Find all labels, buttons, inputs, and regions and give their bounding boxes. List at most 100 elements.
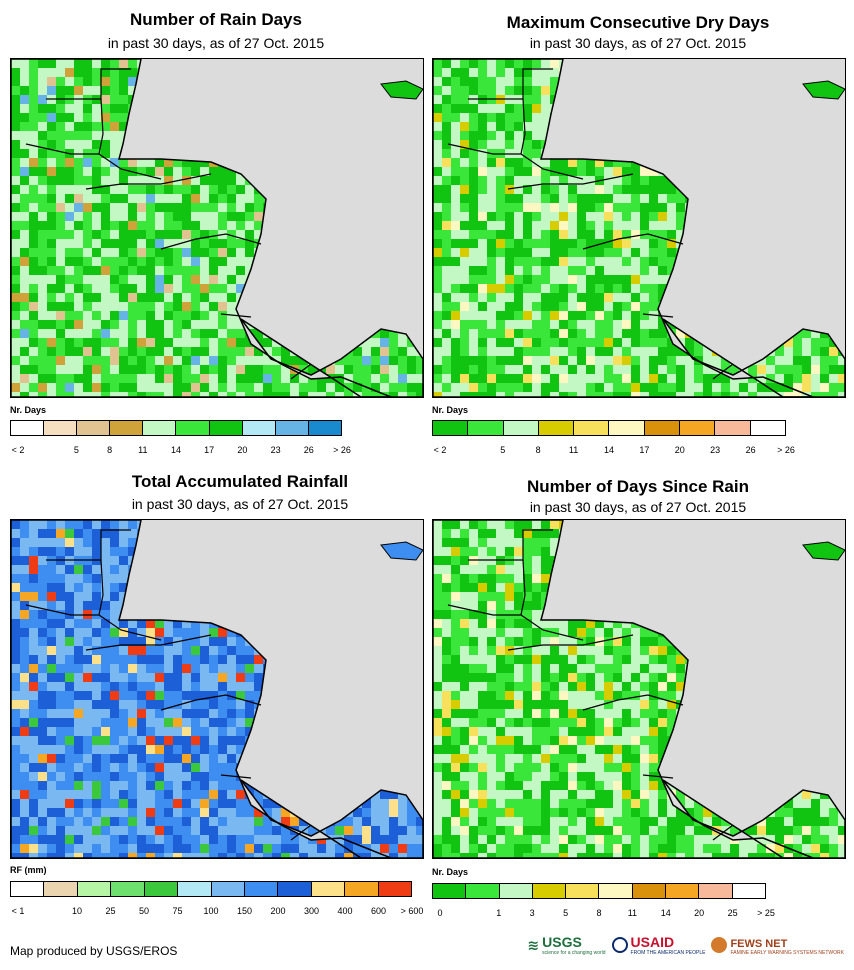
- grid-cell: [362, 745, 371, 754]
- grid-cell: [281, 628, 290, 637]
- grid-cell: [245, 718, 254, 727]
- grid-cell: [389, 673, 398, 682]
- grid-cell: [838, 275, 845, 284]
- grid-cell: [532, 122, 541, 131]
- grid-cell: [389, 104, 398, 113]
- grid-cell: [146, 781, 155, 790]
- grid-cell: [541, 338, 550, 347]
- grid-cell: [344, 619, 353, 628]
- grid-cell: [272, 601, 281, 610]
- grid-cell: [398, 275, 407, 284]
- grid-cell: [676, 122, 685, 131]
- grid-cell: [416, 383, 423, 392]
- grid-cell: [209, 538, 218, 547]
- grid-cell: [739, 338, 748, 347]
- grid-cell: [290, 158, 299, 167]
- grid-cell: [191, 77, 200, 86]
- grid-cell: [236, 547, 245, 556]
- grid-cell: [128, 149, 137, 158]
- grid-cell: [568, 95, 577, 104]
- grid-cell: [164, 122, 173, 131]
- grid-cell: [173, 673, 182, 682]
- grid-cell: [730, 347, 739, 356]
- grid-cell: [676, 302, 685, 311]
- grid-cell: [101, 140, 110, 149]
- grid-cell: [820, 131, 829, 140]
- grid-cell: [326, 700, 335, 709]
- grid-cell: [254, 365, 263, 374]
- grid-cell: [380, 619, 389, 628]
- grid-cell: [460, 266, 469, 275]
- grid-cell: [74, 772, 83, 781]
- grid-cell: [245, 365, 254, 374]
- grid-cell: [245, 185, 254, 194]
- grid-cell: [451, 122, 460, 131]
- grid-cell: [622, 302, 631, 311]
- grid-cell: [514, 104, 523, 113]
- grid-cell: [505, 131, 514, 140]
- grid-cell: [586, 77, 595, 86]
- grid-cell: [398, 140, 407, 149]
- grid-cell: [442, 284, 451, 293]
- grid-cell: [65, 266, 74, 275]
- grid-cell: [730, 104, 739, 113]
- grid-cell: [20, 149, 29, 158]
- grid-cell: [227, 68, 236, 77]
- grid-cell: [200, 365, 209, 374]
- grid-cell: [146, 320, 155, 329]
- grid-cell: [83, 682, 92, 691]
- grid-cell: [694, 203, 703, 212]
- grid-cell: [595, 104, 604, 113]
- grid-cell: [218, 565, 227, 574]
- grid-cell: [604, 311, 613, 320]
- grid-cell: [128, 709, 137, 718]
- grid-cell: [407, 356, 416, 365]
- grid-cell: [407, 691, 416, 700]
- grid-cell: [568, 239, 577, 248]
- grid-cell: [29, 700, 38, 709]
- grid-cell: [757, 212, 766, 221]
- grid-cell: [281, 682, 290, 691]
- grid-cell: [65, 781, 74, 790]
- grid-cell: [65, 682, 74, 691]
- grid-cell: [694, 374, 703, 383]
- grid-cell: [164, 212, 173, 221]
- grid-cell: [119, 664, 128, 673]
- grid-cell: [460, 257, 469, 266]
- grid-cell: [11, 140, 20, 149]
- grid-cell: [164, 583, 173, 592]
- grid-cell: [20, 320, 29, 329]
- grid-cell: [613, 68, 622, 77]
- grid-cell: [74, 691, 83, 700]
- grid-cell: [101, 86, 110, 95]
- grid-cell: [703, 374, 712, 383]
- grid-cell: [227, 140, 236, 149]
- grid-cell: [721, 95, 730, 104]
- grid-cell: [380, 790, 389, 799]
- grid-cell: [317, 556, 326, 565]
- grid-cell: [811, 284, 820, 293]
- grid-cell: [685, 86, 694, 95]
- grid-cell: [56, 194, 65, 203]
- grid-cell: [182, 68, 191, 77]
- grid-cell: [416, 374, 423, 383]
- grid-cell: [568, 59, 577, 68]
- grid-cell: [353, 284, 362, 293]
- grid-cell: [433, 257, 442, 266]
- grid-cell: [362, 628, 371, 637]
- grid-cell: [146, 266, 155, 275]
- grid-cell: [559, 167, 568, 176]
- grid-cell: [209, 185, 218, 194]
- grid-cell: [173, 718, 182, 727]
- grid-cell: [595, 266, 604, 275]
- grid-cell: [299, 77, 308, 86]
- grid-cell: [685, 77, 694, 86]
- grid-cell: [694, 194, 703, 203]
- grid-cell: [505, 86, 514, 95]
- grid-cell: [326, 320, 335, 329]
- grid-cell: [622, 221, 631, 230]
- grid-cell: [344, 86, 353, 95]
- grid-cell: [101, 185, 110, 194]
- grid-cell: [290, 95, 299, 104]
- grid-cell: [802, 266, 811, 275]
